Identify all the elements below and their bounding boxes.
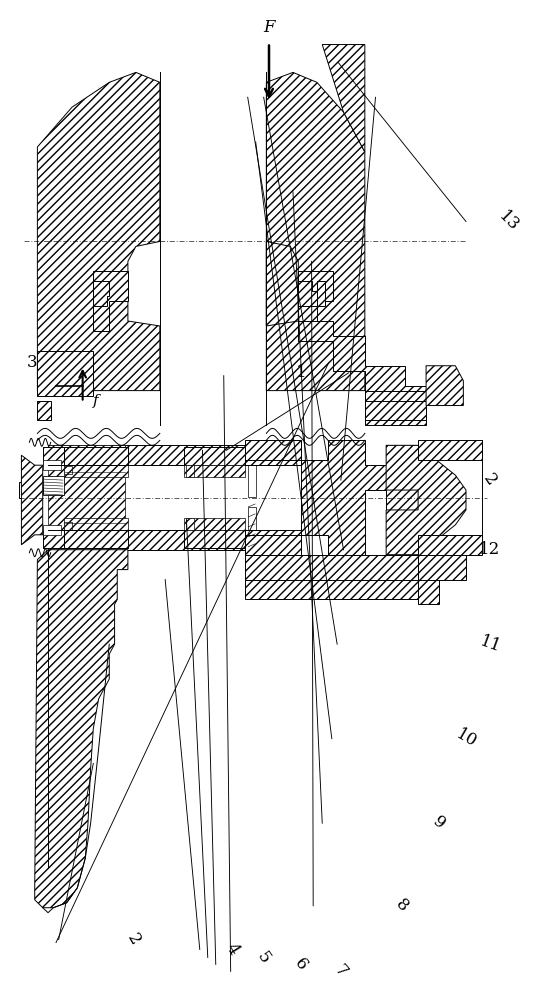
Text: 3: 3 (27, 354, 37, 371)
Polygon shape (187, 518, 194, 530)
Polygon shape (43, 476, 64, 495)
Text: 8: 8 (392, 896, 412, 916)
Polygon shape (245, 440, 418, 555)
Polygon shape (266, 72, 365, 391)
Polygon shape (35, 550, 128, 908)
Polygon shape (48, 530, 285, 550)
Text: 1: 1 (296, 364, 306, 381)
Text: 2: 2 (123, 931, 143, 948)
Polygon shape (64, 447, 128, 465)
Polygon shape (43, 530, 64, 548)
Polygon shape (37, 401, 51, 420)
Polygon shape (187, 465, 194, 477)
Polygon shape (245, 580, 418, 599)
Polygon shape (22, 455, 43, 545)
Polygon shape (37, 351, 93, 396)
Polygon shape (317, 281, 325, 306)
Polygon shape (386, 445, 466, 555)
Polygon shape (247, 457, 256, 497)
Polygon shape (184, 465, 245, 477)
Polygon shape (365, 391, 426, 425)
Polygon shape (245, 445, 301, 465)
Polygon shape (365, 401, 426, 420)
Polygon shape (93, 271, 128, 331)
Polygon shape (184, 530, 245, 548)
Polygon shape (418, 555, 466, 580)
Polygon shape (245, 555, 440, 604)
Polygon shape (418, 535, 482, 555)
Polygon shape (298, 321, 426, 420)
Polygon shape (298, 271, 333, 331)
Polygon shape (64, 530, 128, 548)
Text: 4: 4 (222, 940, 242, 958)
Text: 11: 11 (477, 633, 503, 656)
Polygon shape (322, 45, 365, 152)
Polygon shape (64, 465, 128, 477)
Polygon shape (184, 447, 245, 465)
Polygon shape (43, 525, 61, 535)
Text: f: f (93, 394, 99, 408)
Polygon shape (24, 487, 43, 493)
Polygon shape (48, 445, 125, 550)
Polygon shape (247, 507, 256, 547)
Polygon shape (93, 281, 109, 306)
Text: 5: 5 (254, 948, 274, 967)
Polygon shape (43, 460, 61, 470)
Polygon shape (48, 445, 285, 465)
Polygon shape (64, 518, 128, 530)
Polygon shape (418, 440, 482, 460)
Polygon shape (43, 447, 64, 465)
Text: 13: 13 (495, 208, 522, 235)
Text: 7: 7 (331, 962, 351, 981)
Text: 2: 2 (480, 471, 500, 489)
Text: 6: 6 (291, 955, 311, 974)
Polygon shape (64, 522, 72, 530)
Polygon shape (245, 530, 301, 550)
Text: 10: 10 (452, 726, 479, 751)
Text: 12: 12 (479, 541, 500, 558)
Polygon shape (426, 366, 463, 406)
Polygon shape (64, 466, 72, 474)
Polygon shape (48, 445, 125, 465)
Polygon shape (19, 482, 30, 498)
Text: 9: 9 (430, 813, 449, 833)
Polygon shape (298, 281, 317, 306)
Text: F: F (263, 19, 275, 36)
Polygon shape (184, 518, 245, 530)
Polygon shape (37, 72, 160, 391)
